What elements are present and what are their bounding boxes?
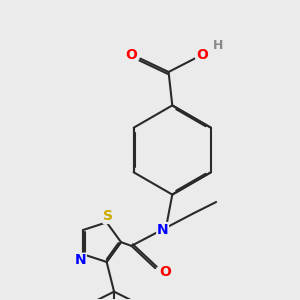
Text: O: O: [125, 48, 137, 62]
Text: N: N: [75, 253, 86, 267]
Text: N: N: [157, 223, 168, 236]
Text: O: O: [196, 48, 208, 62]
Text: S: S: [103, 209, 113, 224]
Text: H: H: [213, 39, 224, 52]
Text: O: O: [160, 265, 172, 279]
